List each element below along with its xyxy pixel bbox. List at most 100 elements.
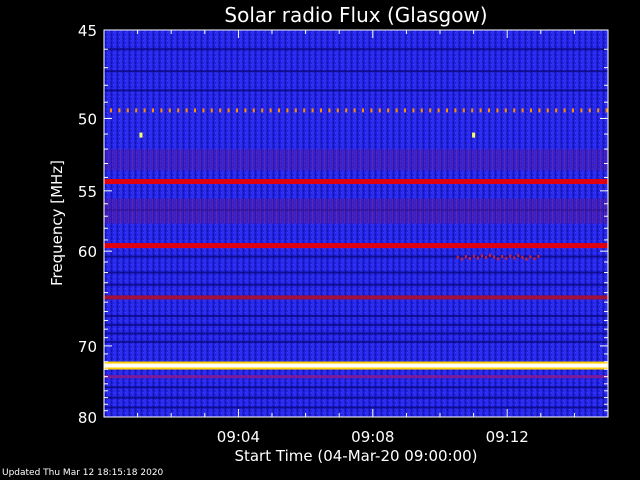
band-dot	[168, 108, 171, 113]
band-dot	[513, 108, 516, 113]
background-stripe	[104, 89, 608, 92]
background-stripe	[104, 332, 608, 335]
band-dot	[378, 108, 381, 113]
band-dot	[471, 108, 474, 113]
y-tick-labels: 45 50 55 60 70 80	[78, 22, 97, 427]
band-dot	[328, 108, 331, 113]
y-tick-label: 70	[78, 338, 97, 356]
band-dot	[429, 108, 432, 113]
event-mark	[533, 257, 536, 261]
band-dot	[177, 108, 180, 113]
axes	[103, 29, 609, 418]
band-dot	[488, 108, 490, 113]
background-stripe	[104, 271, 608, 274]
event-mark	[517, 254, 520, 258]
band-dot	[563, 108, 566, 113]
band-dot	[605, 108, 608, 113]
band-dot	[236, 108, 238, 113]
burst	[472, 132, 476, 138]
band-dot	[345, 108, 348, 113]
band-dot	[252, 108, 255, 113]
band-dot	[555, 108, 558, 113]
band-dot	[588, 108, 591, 113]
event-mark	[493, 255, 496, 259]
y-axis-label: Frequency [MHz]	[48, 160, 66, 286]
background-stripe	[104, 396, 608, 399]
band-dot	[387, 108, 390, 113]
band-dot	[118, 108, 121, 113]
band-dot	[404, 108, 406, 113]
band-dot	[446, 108, 448, 113]
band-dot	[496, 108, 499, 113]
band-dot	[597, 108, 600, 113]
band-dot	[160, 108, 163, 113]
event-mark	[537, 254, 540, 258]
x-axis-label: Start Time (04-Mar-20 09:00:00)	[234, 447, 477, 465]
background-stripe	[104, 48, 608, 51]
event-mark	[472, 254, 475, 258]
event-mark	[501, 255, 504, 259]
background-stripe	[104, 70, 608, 73]
band-dot	[278, 108, 280, 113]
band-dot	[311, 108, 314, 113]
event-mark	[497, 257, 500, 261]
band-dot	[462, 108, 465, 113]
background-stripe	[104, 386, 608, 389]
band	[104, 375, 608, 379]
band-dot	[420, 108, 423, 113]
band-dot	[521, 108, 524, 113]
band-dot	[546, 108, 549, 113]
event-mark	[476, 256, 479, 260]
x-tick-label: 09:12	[486, 428, 529, 446]
band	[104, 363, 608, 368]
band-dot	[143, 108, 146, 113]
band-dot	[210, 108, 213, 113]
band-dot	[370, 108, 373, 113]
band-dot	[454, 108, 457, 113]
band-dot	[572, 108, 574, 113]
event-mark	[505, 256, 508, 260]
band-dot	[530, 108, 532, 113]
background-stripe	[104, 255, 608, 258]
x-tick-label: 09:08	[351, 428, 394, 446]
band-dot	[135, 108, 138, 113]
background-stripe	[104, 149, 608, 171]
band-dot	[336, 108, 339, 113]
band-dot	[110, 108, 112, 113]
band-dot	[126, 108, 129, 113]
band-dot	[538, 108, 541, 113]
update-timestamp: Updated Thu Mar 12 18:15:18 2020	[2, 468, 164, 478]
burst	[139, 132, 143, 138]
band-dot	[194, 108, 196, 113]
y-tick-label: 80	[78, 409, 97, 427]
band-dot	[303, 108, 306, 113]
y-tick-label: 45	[78, 22, 97, 40]
band	[104, 295, 608, 300]
event-mark	[489, 253, 492, 257]
band-dot	[244, 108, 247, 113]
band-dot	[152, 108, 154, 113]
band	[104, 243, 608, 249]
x-tick-label: 09:04	[217, 428, 260, 446]
background-stripe	[104, 198, 608, 224]
band-dot	[294, 108, 297, 113]
x-tick-labels: 09:04 09:08 09:12	[217, 428, 529, 446]
band-dot	[227, 108, 230, 113]
band-dot	[261, 108, 264, 113]
band-dot	[269, 108, 272, 113]
plot-frame	[103, 29, 609, 418]
band-dot	[353, 108, 356, 113]
event-mark	[525, 257, 528, 261]
band-dot	[320, 108, 322, 113]
band-dot	[219, 108, 222, 113]
background-stripe	[104, 314, 608, 317]
band-dotted	[110, 108, 608, 113]
band-dot	[202, 108, 205, 113]
event-mark	[529, 255, 532, 259]
band-dot	[286, 108, 289, 113]
event-mark	[485, 256, 488, 260]
event-cluster	[456, 253, 540, 261]
y-tick-label: 55	[78, 183, 97, 201]
event-mark	[509, 254, 512, 258]
